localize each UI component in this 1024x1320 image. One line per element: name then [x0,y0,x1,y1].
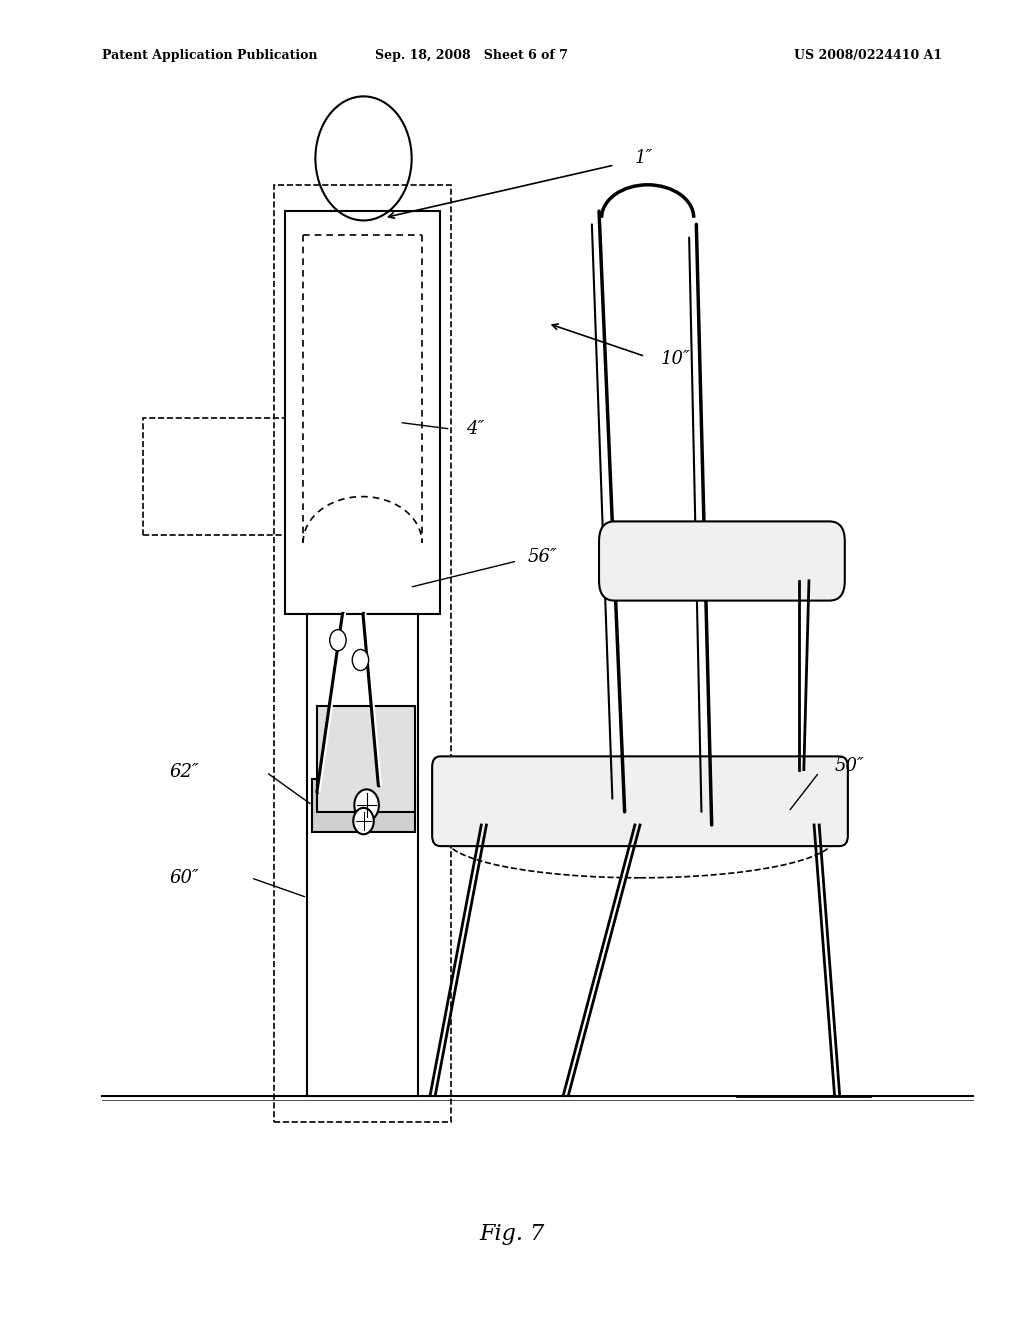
Bar [317,706,415,812]
Text: Patent Application Publication: Patent Application Publication [102,49,317,62]
Circle shape [354,789,379,821]
Text: 4″: 4″ [466,420,484,438]
Text: US 2008/0224410 A1: US 2008/0224410 A1 [794,49,942,62]
FancyBboxPatch shape [599,521,845,601]
Bar [312,779,415,832]
Text: 62″: 62″ [170,763,200,781]
Bar [274,185,451,1122]
Text: Sep. 18, 2008   Sheet 6 of 7: Sep. 18, 2008 Sheet 6 of 7 [375,49,567,62]
Text: 50″: 50″ [835,756,864,775]
Text: 60″: 60″ [170,869,200,887]
Bar [285,211,440,614]
Text: 1″: 1″ [635,149,653,168]
Circle shape [352,649,369,671]
Text: 56″: 56″ [527,548,557,566]
Circle shape [330,630,346,651]
Text: Fig. 7: Fig. 7 [479,1224,545,1245]
Bar [307,614,418,1096]
Text: 10″: 10″ [660,350,690,368]
Bar [143,418,285,535]
Circle shape [353,808,374,834]
FancyBboxPatch shape [432,756,848,846]
